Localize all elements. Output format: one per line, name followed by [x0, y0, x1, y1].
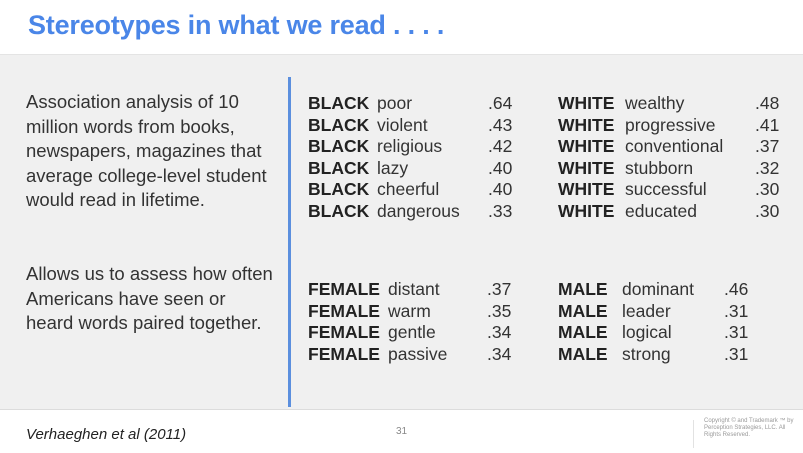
group-label: BLACK — [308, 201, 370, 221]
association-value: .48 — [755, 93, 780, 113]
group-label: FEMALE — [308, 343, 380, 364]
association-value: .37 — [487, 279, 512, 299]
group-label: WHITE — [558, 93, 615, 113]
associated-word: successful — [625, 179, 707, 200]
association-value: .42 — [488, 136, 513, 157]
associated-word: violent — [377, 114, 428, 135]
association-value: .40 — [488, 157, 513, 178]
association-value: .30 — [755, 179, 780, 200]
citation: Verhaeghen et al (2011) — [26, 426, 187, 443]
associated-word: poor — [377, 93, 413, 113]
association-row: WHITE stubborn .32 — [558, 158, 795, 180]
association-row: FEMALE gentle .34 — [308, 322, 527, 344]
group-label: WHITE — [558, 157, 615, 178]
group-label: MALE — [558, 343, 608, 364]
associated-word: distant — [388, 279, 440, 299]
associated-word: conventional — [625, 136, 724, 157]
page-number: 31 — [396, 426, 408, 437]
associated-word: wealthy — [625, 93, 685, 113]
content-area: Association analysis of 10 million words… — [0, 55, 803, 409]
association-row: BLACK lazy .40 — [308, 158, 528, 180]
group-label: BLACK — [308, 157, 370, 178]
association-value: .31 — [724, 343, 749, 364]
slide-title: Stereotypes in what we read . . . . — [28, 10, 445, 40]
group-label: FEMALE — [308, 300, 380, 321]
associated-word: religious — [377, 136, 443, 157]
associated-word: educated — [625, 201, 698, 221]
association-row: WHITE wealthy .48 — [558, 93, 795, 115]
association-value: .46 — [724, 279, 749, 299]
group-label: WHITE — [558, 136, 615, 157]
association-value: .33 — [488, 201, 513, 221]
association-row: BLACK violent .43 — [308, 115, 528, 137]
association-value: .43 — [488, 114, 513, 135]
group-label: BLACK — [308, 114, 370, 135]
group-label: BLACK — [308, 136, 370, 157]
footer-divider — [693, 420, 694, 448]
group-label: FEMALE — [308, 322, 380, 343]
associated-word: gentle — [388, 322, 436, 343]
association-row: BLACK religious .42 — [308, 136, 528, 158]
association-row: FEMALE distant .37 — [308, 279, 527, 301]
association-row: MALE dominant .46 — [558, 279, 764, 301]
associated-word: cheerful — [377, 179, 440, 200]
association-row: MALE strong .31 — [558, 344, 764, 366]
associated-word: passive — [388, 343, 448, 364]
association-value: .64 — [488, 93, 513, 113]
associated-word: stubborn — [625, 157, 694, 178]
association-row: MALE logical .31 — [558, 322, 764, 344]
association-row: MALE leader .31 — [558, 301, 764, 323]
associated-word: logical — [622, 322, 672, 343]
associated-word: warm — [388, 300, 431, 321]
group-label: FEMALE — [308, 279, 380, 299]
association-row: WHITE conventional .37 — [558, 136, 795, 158]
association-row: WHITE progressive .41 — [558, 115, 795, 137]
association-value: .35 — [487, 300, 512, 321]
association-value: .37 — [755, 136, 780, 157]
explanation-paragraph: Allows us to assess how often Americans … — [26, 263, 273, 333]
association-row: BLACK poor .64 — [308, 93, 528, 115]
association-row: WHITE successful .30 — [558, 179, 795, 201]
group-label: BLACK — [308, 93, 370, 113]
associated-word: strong — [622, 343, 671, 364]
associated-word: dominant — [622, 279, 694, 299]
copyright-notice: Copyright © and Trademark ™ by Perceptio… — [704, 418, 794, 438]
associated-word: lazy — [377, 157, 409, 178]
group-label: MALE — [558, 322, 608, 343]
associated-word: dangerous — [377, 201, 460, 221]
association-row: WHITE educated .30 — [558, 201, 795, 223]
association-value: .31 — [724, 322, 749, 343]
group-label: BLACK — [308, 179, 370, 200]
description-paragraph: Association analysis of 10 million words… — [26, 91, 267, 210]
association-row: BLACK cheerful .40 — [308, 179, 528, 201]
group-label: WHITE — [558, 179, 615, 200]
footer: Verhaeghen et al (2011) 31 Copyright © a… — [0, 409, 803, 453]
association-row: FEMALE passive .34 — [308, 344, 527, 366]
association-value: .31 — [724, 300, 749, 321]
association-value: .40 — [488, 179, 513, 200]
association-row: BLACK dangerous .33 — [308, 201, 528, 223]
group-label: WHITE — [558, 201, 615, 221]
association-value: .34 — [487, 322, 512, 343]
associated-word: leader — [622, 300, 671, 321]
association-value: .30 — [755, 201, 780, 221]
association-value: .41 — [755, 114, 780, 135]
association-value: .34 — [487, 343, 512, 364]
title-bar: Stereotypes in what we read . . . . — [0, 0, 803, 55]
group-label: MALE — [558, 279, 608, 299]
associated-word: progressive — [625, 114, 716, 135]
association-value: .32 — [755, 157, 780, 178]
vertical-divider — [288, 77, 291, 407]
group-label: MALE — [558, 300, 608, 321]
group-label: WHITE — [558, 114, 615, 135]
association-row: FEMALE warm .35 — [308, 301, 527, 323]
